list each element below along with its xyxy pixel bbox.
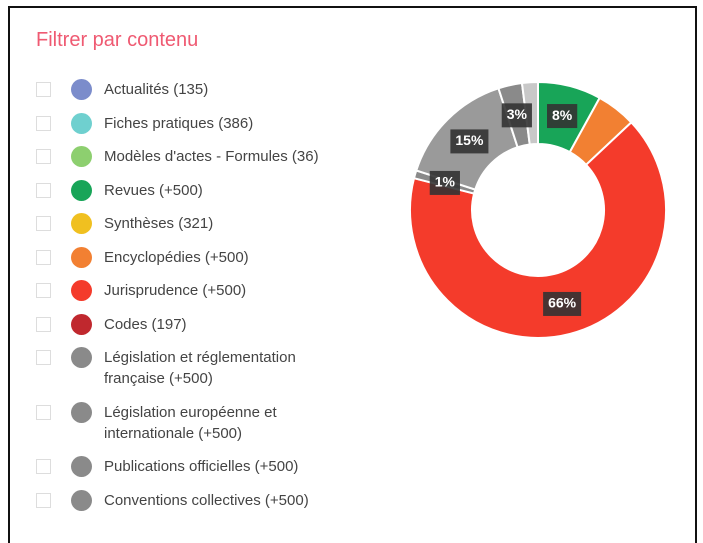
color-dot (71, 79, 92, 100)
slice-label: 1% (435, 174, 456, 190)
filter-label[interactable]: Encyclopédies (+500) (104, 248, 249, 266)
filter-item[interactable]: Modèles d'actes - Formules (36) (36, 146, 356, 180)
color-dot (71, 489, 92, 511)
filter-item[interactable]: Revues (+500) (36, 179, 356, 214)
filter-label[interactable]: Publications officielles (+500) (104, 458, 299, 475)
filter-label[interactable]: Législation et réglementation française … (104, 349, 296, 387)
slice-label-bg (543, 291, 582, 316)
color-dot (71, 347, 92, 368)
panel-title: Filtrer par contenu (36, 29, 199, 51)
filter-list: Actualités (135) Fiches pratiques (386) Mo… (36, 79, 356, 523)
filter-item[interactable]: Synthèses (321) (36, 213, 356, 247)
color-dot (71, 456, 92, 477)
checkbox[interactable] (36, 249, 51, 265)
checkbox[interactable] (36, 82, 51, 97)
filter-label[interactable]: Revues (+500) (104, 181, 203, 199)
checkbox[interactable] (36, 283, 51, 298)
filter-item[interactable]: Publications officielles (+500) (36, 456, 356, 490)
slice-label-bg (429, 170, 460, 195)
donut-slice (409, 120, 667, 339)
slice-label-bg (450, 129, 489, 154)
filter-item[interactable]: Codes (197) (36, 313, 356, 348)
filter-label[interactable]: Codes (197) (104, 315, 187, 333)
checkbox[interactable] (36, 216, 51, 231)
filter-label[interactable]: Synthèses (321) (104, 215, 214, 232)
checkbox[interactable] (36, 316, 51, 332)
checkbox[interactable] (36, 459, 51, 474)
color-dot (71, 246, 92, 268)
color-dot (71, 280, 92, 301)
color-dot (71, 146, 92, 167)
filter-label[interactable]: Jurisprudence (+500) (104, 282, 247, 299)
slice-label: 15% (455, 132, 484, 148)
checkbox[interactable] (36, 350, 51, 365)
color-dot (71, 313, 92, 335)
color-dot (71, 179, 92, 201)
filter-item[interactable]: Législation européenne et internationale… (36, 401, 356, 457)
slice-label-bg (547, 104, 578, 129)
slice-label: 3% (507, 106, 528, 122)
filter-label[interactable]: Conventions collectives (+500) (104, 491, 309, 509)
filter-label[interactable]: Fiches pratiques (386) (104, 114, 254, 132)
slice-label: 8% (552, 107, 573, 123)
color-dot (71, 401, 92, 423)
checkbox[interactable] (36, 492, 51, 508)
filter-item[interactable]: Législation et réglementation française … (36, 347, 356, 402)
checkbox[interactable] (36, 404, 51, 420)
filter-item[interactable]: Jurisprudence (+500) (36, 280, 356, 314)
filter-label[interactable]: Modèles d'actes - Formules (36) (104, 148, 319, 165)
checkbox[interactable] (36, 182, 51, 198)
filter-item[interactable]: Conventions collectives (+500) (36, 489, 356, 524)
filter-label[interactable]: Actualités (135) (104, 81, 209, 98)
color-dot (71, 213, 92, 234)
filter-item[interactable]: Actualités (135) (36, 79, 356, 113)
filter-item[interactable]: Fiches pratiques (386) (36, 112, 356, 147)
slice-label-bg (501, 103, 532, 128)
checkbox[interactable] (36, 115, 51, 131)
color-dot (71, 112, 92, 134)
panel (8, 6, 697, 543)
filter-item[interactable]: Encyclopédies (+500) (36, 246, 356, 281)
checkbox[interactable] (36, 149, 51, 164)
filter-label[interactable]: Législation européenne et internationale… (104, 403, 277, 442)
slice-label: 66% (548, 295, 577, 311)
